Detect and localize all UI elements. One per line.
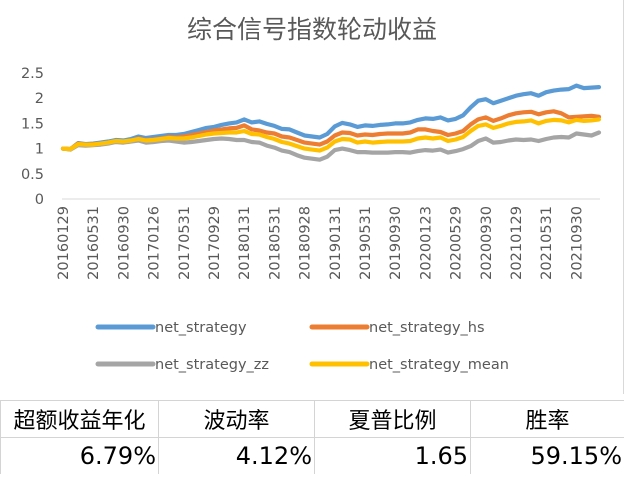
x-tick-label: 20170531 [177, 206, 193, 280]
metrics-table: 超额收益年化 波动率 夏普比例 胜率 6.79% 4.12% 1.65 59.1… [0, 400, 624, 477]
metric-header-excess-return: 超额收益年化 [0, 400, 159, 438]
y-tick-label: 1.5 [21, 116, 44, 132]
y-tick-label: 0.5 [21, 167, 44, 183]
x-tick-label: 20210930 [569, 206, 585, 280]
x-tick-label: 20200529 [449, 206, 465, 280]
y-tick-label: 2 [35, 91, 44, 107]
metric-value-sharpe: 1.65 [314, 437, 471, 474]
x-tick-label: 20160930 [116, 206, 132, 280]
x-tick-label: 20210531 [539, 206, 555, 280]
series-layer [60, 83, 602, 162]
x-tick-label: 20190131 [328, 206, 344, 280]
metric-header-sharpe: 夏普比例 [314, 400, 471, 438]
x-tick-label: 20170126 [147, 206, 163, 280]
x-tick-label: 20160531 [86, 206, 102, 280]
legend-label: net_strategy_hs [369, 320, 485, 336]
x-tick-label: 20200123 [418, 206, 434, 280]
metric-header-win-rate: 胜率 [470, 400, 624, 438]
metric-value-win-rate: 59.15% [470, 437, 624, 474]
legend-label: net_strategy_mean [369, 357, 509, 373]
line-chart: 综合信号指数轮动收益 0 0.5 1 1.5 2 2.5 20160129 20160531 2… [21, 15, 602, 373]
x-tick-label: 20180531 [267, 206, 283, 280]
x-tick-label: 20190531 [358, 206, 374, 280]
axis-layer: 0 0.5 1 1.5 2 2.5 20160129 20160531 20160930 2017… [21, 66, 600, 280]
x-tick-label: 20180928 [298, 206, 314, 280]
series-line-net_strategy [60, 83, 602, 152]
series-line-net_strategy_mean [60, 117, 602, 153]
y-tick-label: 1 [35, 142, 44, 158]
legend-label: net_strategy [155, 320, 247, 336]
metric-header-volatility: 波动率 [158, 400, 315, 438]
y-tick-label: 0 [35, 192, 44, 208]
chart-title: 综合信号指数轮动收益 [187, 15, 437, 44]
metric-value-volatility: 4.12% [158, 437, 315, 474]
x-tick-label: 20160129 [56, 206, 72, 280]
x-tick-label: 20210129 [509, 206, 525, 280]
metric-value-excess-return: 6.79% [0, 437, 159, 474]
x-tick-label: 20190930 [388, 206, 404, 280]
chart-frame: 综合信号指数轮动收益 0 0.5 1 1.5 2 2.5 20160129 20160531 2… [21, 0, 624, 394]
x-tick-label: 20200930 [479, 206, 495, 280]
x-tick-label: 20180131 [237, 206, 253, 280]
metrics-header-row: 超额收益年化 波动率 夏普比例 胜率 [0, 400, 624, 438]
legend: net_strategy net_strategy_hs net_strategy_… [95, 320, 509, 373]
legend-label: net_strategy_zz [155, 357, 269, 373]
metrics-value-row: 6.79% 4.12% 1.65 59.15% [0, 437, 624, 474]
x-tick-label: 20170929 [207, 206, 223, 280]
y-tick-label: 2.5 [21, 66, 44, 82]
